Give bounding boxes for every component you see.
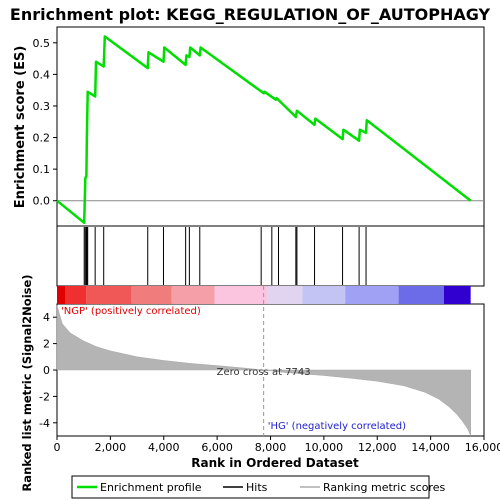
heat-bar-segment <box>345 286 399 304</box>
x-tick-label: 6,000 <box>201 441 233 454</box>
legend-label-enrichment-profile: Enrichment profile <box>100 481 202 494</box>
heat-bar-segment <box>171 286 215 304</box>
heat-bar-segment <box>214 286 268 304</box>
metric-tick-label: 0 <box>43 364 50 377</box>
heat-bar-segment <box>131 286 172 304</box>
heat-bar-segment <box>443 286 471 304</box>
heat-bar-segment <box>398 286 444 304</box>
metric-tick-label: -2 <box>39 390 50 403</box>
legend-label-hits: Hits <box>246 481 268 494</box>
es-tick-label: 0.1 <box>33 163 51 176</box>
es-tick-label: 0.3 <box>33 100 51 113</box>
es-tick-label: 0.5 <box>33 37 51 50</box>
metric-tick-label: 2 <box>43 338 50 351</box>
chart-title: Enrichment plot: KEGG_REGULATION_OF_AUTO… <box>10 5 491 24</box>
hits-panel-frame <box>56 225 485 287</box>
negative-correlation-label: 'HG' (negatively correlated) <box>268 421 406 432</box>
metric-tick-label: 4 <box>43 311 50 324</box>
es-tick-label: 0.0 <box>33 195 51 208</box>
es-tick-label: 0.2 <box>33 132 51 145</box>
x-tick-label: 16,000 <box>465 441 500 454</box>
x-tick-label: 12,000 <box>358 441 397 454</box>
enrichment-profile-line <box>56 35 472 225</box>
es-tick-label: 0.4 <box>33 68 51 81</box>
x-tick-label: 8,000 <box>255 441 287 454</box>
x-tick-label: 14,000 <box>411 441 450 454</box>
x-axis-label: Rank in Ordered Dataset <box>191 456 359 470</box>
legend-box <box>71 475 430 499</box>
zero-cross-label: Zero cross at 7743 <box>217 367 311 378</box>
legend-label-ranking-metric-scores: Ranking metric scores <box>323 481 445 494</box>
x-tick-label: 10,000 <box>305 441 344 454</box>
metric-axis-label: Ranked list metric (Signal2Noise) <box>20 274 34 491</box>
x-tick-label: 2,000 <box>95 441 127 454</box>
es-axis-label: Enrichment score (ES) <box>13 46 28 209</box>
x-tick-label: 4,000 <box>148 441 180 454</box>
legend: Enrichment profile Hits Ranking metric sco… <box>71 475 445 499</box>
heat-bar-segment <box>302 286 346 304</box>
heat-bar-segment <box>86 286 132 304</box>
es-panel-frame <box>56 26 485 227</box>
metric-tick-label: -4 <box>39 417 50 430</box>
ranking-metric-area <box>56 305 471 437</box>
x-tick-label: 0 <box>54 441 61 454</box>
heat-bar-segment <box>57 286 66 304</box>
positive-correlation-label: 'NGP' (positively correlated) <box>61 306 201 317</box>
heat-bar-segment <box>267 286 303 304</box>
heat-bar-segment <box>65 286 87 304</box>
